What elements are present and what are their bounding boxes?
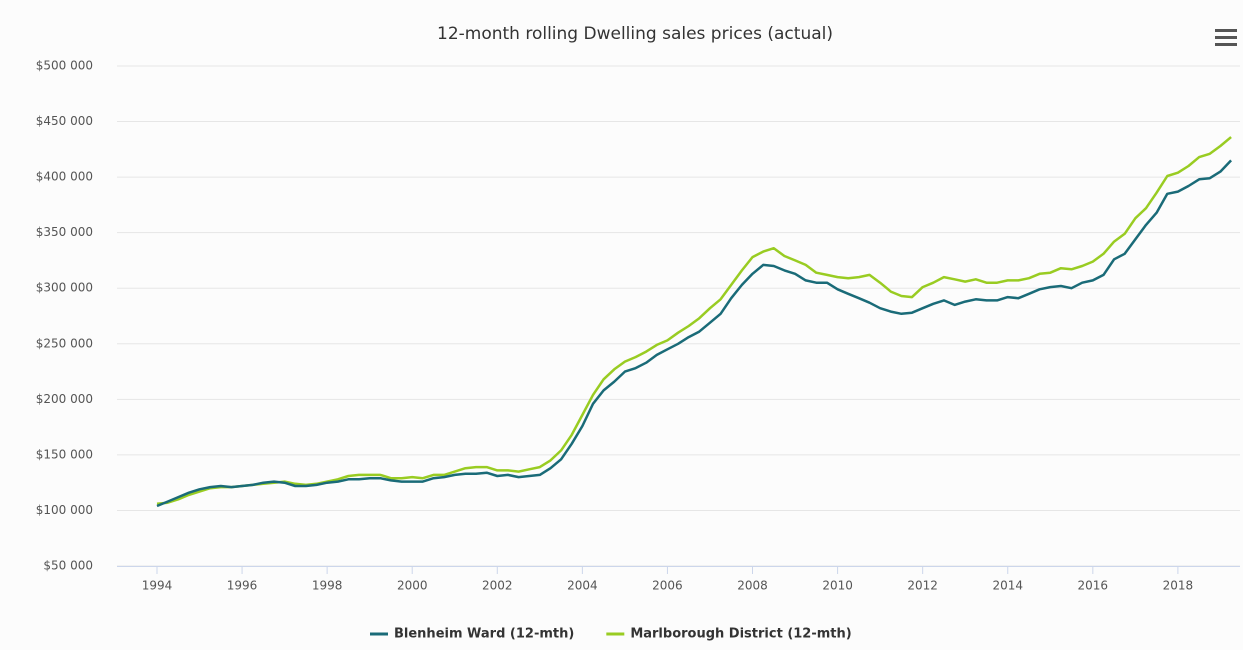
x-tick-label: 2014 (992, 579, 1023, 593)
legend-label: Blenheim Ward (12-mth) (394, 627, 574, 642)
x-tick-label: 1994 (142, 579, 173, 593)
chart-title: 12-month rolling Dwelling sales prices (… (437, 24, 833, 44)
x-tick-label: 2004 (567, 579, 598, 593)
x-tick-label: 2002 (482, 579, 513, 593)
series-line (156, 136, 1232, 506)
y-tick-label: $100 000 (36, 503, 93, 517)
series-line (156, 159, 1233, 508)
x-tick-label: 2010 (822, 579, 853, 593)
x-tick-label: 2000 (397, 579, 428, 593)
menu-bar (1215, 43, 1237, 46)
x-tick-label: 1996 (227, 579, 258, 593)
y-tick-label: $250 000 (36, 336, 93, 350)
y-tick-label: $500 000 (36, 59, 93, 73)
menu-button[interactable] (1215, 29, 1237, 46)
y-tick-label: $200 000 (36, 392, 93, 406)
y-tick-label: $50 000 (43, 559, 93, 573)
x-tick-label: 2012 (907, 579, 938, 593)
x-tick-label: 2006 (652, 579, 683, 593)
x-tick-label: 1998 (312, 579, 343, 593)
x-tick-label: 2018 (1163, 579, 1194, 593)
y-tick-label: $400 000 (36, 170, 93, 184)
menu-bar (1215, 29, 1237, 32)
y-tick-label: $350 000 (36, 225, 93, 239)
y-tick-label: $300 000 (36, 281, 93, 295)
y-tick-label: $150 000 (36, 447, 93, 461)
menu-bar (1215, 36, 1237, 39)
x-tick-label: 2008 (737, 579, 768, 593)
x-tick-label: 2016 (1078, 579, 1109, 593)
y-tick-label: $450 000 (36, 114, 93, 128)
legend-label: Marlborough District (12-mth) (630, 627, 851, 642)
